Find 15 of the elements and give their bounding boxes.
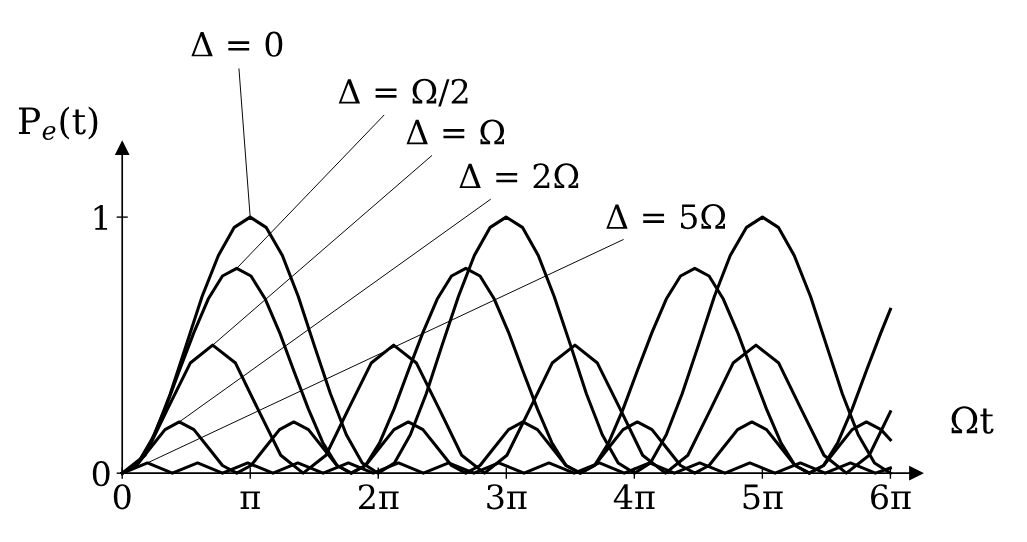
x-axis-title: Ωt [951,406,994,434]
x-tick-label: π [240,491,260,509]
x-tick-label: 5π [743,484,783,510]
x-tick-label: 4π [613,484,655,509]
y-axis-title: P$_{e}$(t) [18,106,98,140]
x-tick-label: 2π [358,484,399,509]
x-tick-label: 6π [871,484,911,510]
x-tick-label: 0 [113,484,131,510]
text: Δ = Ω [406,119,505,145]
text: Δ = 5Ω [606,203,726,230]
text: Δ = 0 [191,31,283,57]
text: Δ = 2Ω [459,163,579,189]
x-tick-label: 3π [487,484,527,510]
text: Δ = Ω/2 [338,78,468,107]
y-tick-label: 1 [94,205,108,230]
